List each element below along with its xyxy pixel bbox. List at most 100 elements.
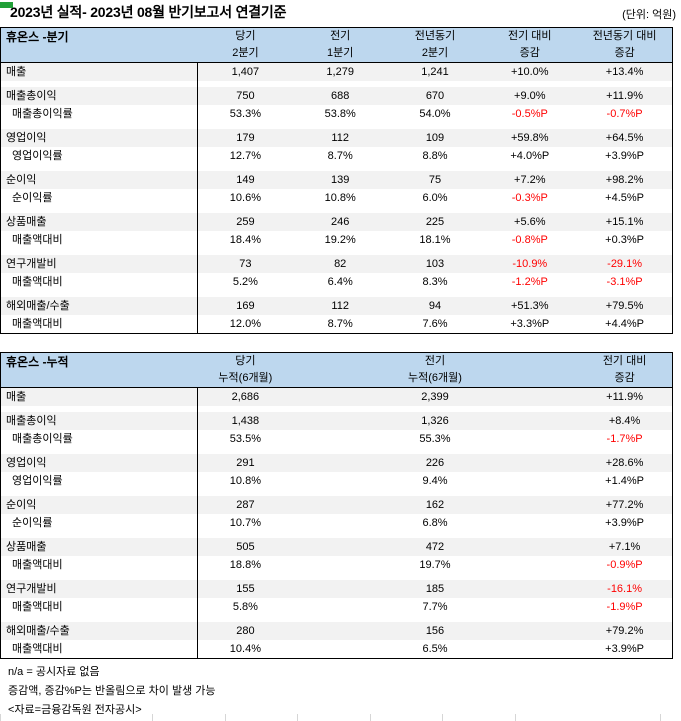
value-cell: +8.4% [608,415,641,427]
value-cell: 8.3% [422,276,448,288]
table-row: 순이익률 10.7% 6.8% +3.9%P [1,514,672,532]
row-label: 매출액대비 [1,315,198,333]
table-row: 영업이익률 10.8% 9.4% +1.4%P [1,472,672,490]
column-header-top: 전기 대비 [508,30,552,42]
unit-label: (단위: 억원) [622,9,676,21]
value-cell [293,640,388,658]
value-cell: +9.0% [514,90,546,102]
value-cell: 169 [236,300,255,312]
table-row: 연구개발비 73 82 103 -10.9% -29.1% [1,255,672,273]
value-cell: +3.9%P [605,517,644,529]
row-label: 순이익률 [1,514,198,532]
row-label: 매출총이익 [1,412,198,430]
table-row: 매출총이익 1,438 1,326 +8.4% [1,412,672,430]
excel-gridline-stubs [0,714,681,721]
spacer-row [1,249,672,255]
row-label [1,448,198,454]
column-header-top: 전기 [330,30,351,42]
row-label: 해외매출/수출 [1,297,198,315]
table-row: 매출액대비 5.8% 7.7% -1.9%P [1,598,672,616]
value-cell: +7.2% [514,174,546,186]
row-label: 영업이익률 [1,472,198,490]
column-header [482,353,577,387]
value-cell: 5.2% [232,276,258,288]
table-row: 순이익률 10.6% 10.8% 6.0% -0.3%P +4.5%P [1,189,672,207]
value-cell [293,430,388,448]
value-cell: 18.1% [419,234,451,246]
value-cell: -10.9% [512,258,548,270]
value-cell: 1,241 [421,66,449,78]
value-cell: 226 [425,457,445,469]
value-cell: 505 [236,541,255,553]
table-row: 매출총이익률 53.3% 53.8% 54.0% -0.5%P -0.7%P [1,105,672,123]
value-cell: 6.8% [422,517,448,529]
column-header-top: 당기 [235,355,256,367]
value-cell: 2,686 [231,391,260,403]
table-row: 매출액대비 5.2% 6.4% 8.3% -1.2%P -3.1%P [1,273,672,291]
value-cell: 8.7% [327,318,353,330]
value-cell: 139 [331,174,350,186]
value-cell: 8.8% [422,150,448,162]
row-label: 상품매출 [1,538,198,556]
table-row: 순이익 287 162 +77.2% [1,496,672,514]
value-cell: 55.3% [419,433,451,445]
row-label: 영업이익 [1,454,198,472]
value-cell: 1,438 [231,415,260,427]
value-cell: 688 [331,90,350,102]
value-cell: 9.4% [422,475,448,487]
table-row: 영업이익 291 226 +28.6% [1,454,672,472]
column-header-bottom: 증감 [614,47,635,59]
column-header: 당기 2분기 [198,28,293,62]
value-cell: 12.0% [229,318,261,330]
row-label [1,165,198,171]
value-cell: -1.9%P [606,601,643,613]
value-cell: 1,279 [326,66,354,78]
table-row: 영업이익 179 112 109 +59.8% +64.5% [1,129,672,147]
value-cell: 6.4% [327,276,353,288]
value-cell: 19.7% [419,559,451,571]
footnote-source: <자료=금융감독원 전자공시> [8,704,142,716]
column-header-bottom: 2분기 [232,47,259,59]
table-header-row: 휴온스 -분기 당기 2분기 전기 1분기 전년동기 2분기 전기 대비 증감 전년동기 대비 증감 [1,28,672,63]
spacer-row [1,490,672,496]
value-cell [482,640,577,658]
row-label [1,490,198,496]
value-cell: 291 [236,457,255,469]
value-cell: 162 [425,499,445,511]
column-header [293,353,388,387]
value-cell: 54.0% [419,108,451,120]
value-cell: 53.8% [324,108,356,120]
column-header: 전년동기 2분기 [388,28,483,62]
value-cell: 472 [425,541,445,553]
table-quarterly: 휴온스 -분기 당기 2분기 전기 1분기 전년동기 2분기 전기 대비 증감 전년동기 대비 증감… [0,27,673,334]
column-header: 전기 1분기 [293,28,388,62]
footer-notes: n/a = 공시자료 없음 증감액, 증감%P는 반올림으로 차이 발생 가능 … [8,666,681,717]
value-cell: 12.7% [229,150,261,162]
value-cell: 18.4% [229,234,261,246]
sheet-corner-marker [0,2,13,8]
value-cell: 10.8% [229,475,261,487]
value-cell: 112 [331,132,349,144]
value-cell: +77.2% [605,499,644,511]
value-cell: 185 [425,583,445,595]
value-cell: -0.7%P [606,108,643,120]
value-cell: 10.6% [229,192,261,204]
value-cell: -29.1% [607,258,643,270]
value-cell: +7.1% [608,541,641,553]
value-cell: +11.9% [606,90,643,102]
table-row: 매출총이익률 53.5% 55.3% -1.7%P [1,430,672,448]
column-header-bottom: 증감 [519,47,540,59]
table-cumulative: 휴온스 -누적 당기 누적(6개월) 전기 누적(6개월) 전기 대비 증감 매출 2,686 2… [0,352,673,659]
row-label: 연구개발비 [1,580,198,598]
column-header-bottom: 누적(6개월) [218,372,273,384]
spacer-row [1,532,672,538]
row-label: 해외매출/수출 [1,622,198,640]
value-cell: 7.7% [422,601,448,613]
value-cell: +79.2% [605,625,644,637]
value-cell: 73 [239,258,252,270]
value-cell [293,556,388,574]
value-cell [482,538,577,556]
value-cell [482,514,577,532]
gridline-stub [370,714,371,721]
row-label [1,574,198,580]
